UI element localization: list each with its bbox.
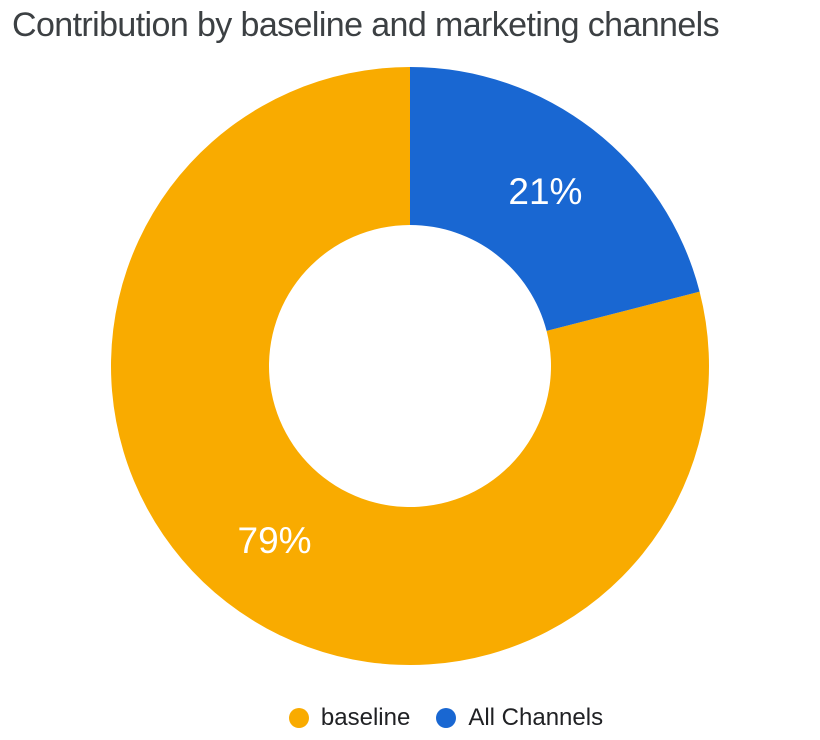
legend-label: All Channels [468, 704, 604, 731]
pie-slice-all-channels[interactable] [410, 67, 700, 331]
legend-item-all-channels[interactable]: All Channels [436, 704, 603, 732]
legend-item-baseline[interactable]: baseline [288, 704, 411, 732]
pie-slice-baseline[interactable] [110, 67, 709, 666]
donut-chart-svg: 79% 21% [110, 67, 709, 666]
legend-label: baseline [320, 704, 411, 731]
slice-label-all-channels: 21% [508, 171, 582, 212]
chart-title: Contribution by baseline and marketing c… [12, 6, 720, 44]
chart-legend: baseline All Channels [36, 703, 820, 733]
slice-label-baseline: 79% [238, 520, 312, 561]
legend-dot-icon [288, 708, 309, 728]
donut-chart: 79% 21% [110, 66, 710, 666]
legend-dot-icon [436, 708, 457, 728]
